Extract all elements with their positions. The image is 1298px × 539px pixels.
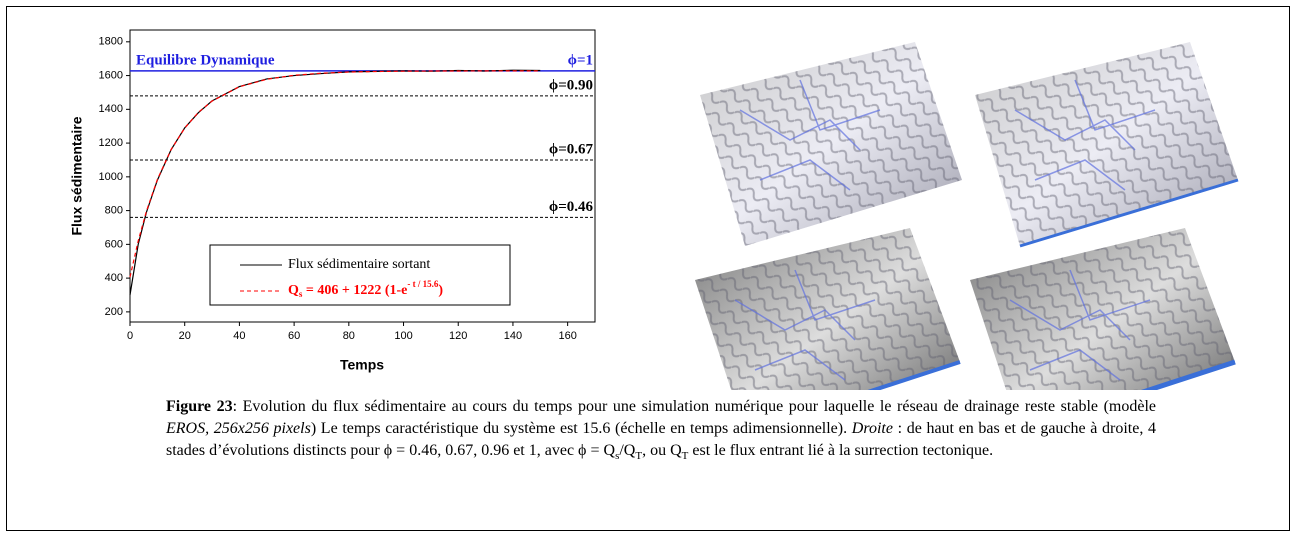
legend-label-part: - t / 15.6 <box>407 279 438 289</box>
plot-frame <box>129 29 596 323</box>
legend-label-part: Q <box>288 283 299 298</box>
y-tick-label: 400 <box>105 272 123 284</box>
y-tick-label: 800 <box>105 205 123 217</box>
legend-label: Qs = 406 + 1222 (1-e- t / 15.6) <box>288 279 443 299</box>
caption-text: /Q <box>619 442 636 459</box>
caption-text: s <box>615 450 620 463</box>
x-tick-label: 0 <box>127 330 133 342</box>
reference-label: ϕ=0.46 <box>549 199 594 215</box>
reference-label: ϕ=0.90 <box>549 77 593 93</box>
x-tick-label: 80 <box>343 330 355 342</box>
terrain-4 <box>970 228 1236 390</box>
caption-text: Droite <box>851 420 893 437</box>
x-tick-label: 40 <box>233 330 245 342</box>
x-tick-label: 60 <box>288 330 300 342</box>
x-axis-label: Temps <box>340 357 384 373</box>
y-tick-label: 1800 <box>99 36 123 48</box>
caption-text: est le flux entrant lié à la surrection … <box>688 442 994 459</box>
figure: Flux sédimentaire Temps 2004006008001000… <box>69 29 1239 390</box>
caption-text: T <box>681 450 689 463</box>
terrain-1 <box>700 42 962 246</box>
caption-text: : Evolution du flux sédimentaire au cour… <box>232 398 1157 415</box>
caption-text: T <box>635 450 643 463</box>
caption-text: : de haut en bas et de gauche à droite, … <box>166 420 1156 459</box>
data-line <box>129 70 541 278</box>
y-tick-label: 600 <box>105 238 123 250</box>
legend-label-part: = 406 + 1222 (1-e <box>302 283 407 298</box>
x-tick-label: 120 <box>449 330 467 342</box>
x-tick-label: 140 <box>504 330 522 342</box>
x-tick-label: 20 <box>179 330 191 342</box>
x-tick-label: 160 <box>558 330 576 342</box>
caption-text: ) Le temps caractéristique du système es… <box>310 420 852 437</box>
terrain-3 <box>695 228 961 390</box>
reference-note: Equilibre Dynamique <box>136 52 275 68</box>
x-tick-label: 100 <box>394 330 412 342</box>
y-axis-label: Flux sédimentaire <box>69 116 85 235</box>
terrain-images <box>695 42 1239 390</box>
legend-label: Flux sédimentaire sortant <box>288 257 430 272</box>
y-tick-label: 1400 <box>99 103 123 115</box>
caption-text: Figure 23 <box>166 398 233 415</box>
terrain-2 <box>975 42 1239 248</box>
legend-label-part: s <box>299 289 303 299</box>
y-tick-label: 1600 <box>99 69 123 81</box>
caption-text: , ou Q <box>642 442 682 459</box>
legend-box <box>209 244 511 306</box>
figure-frame <box>6 6 1290 531</box>
y-tick-label: 1000 <box>99 171 123 183</box>
reference-label: ϕ=1 <box>568 52 593 68</box>
legend-label-part: ) <box>438 283 443 298</box>
caption: Figure 23: Evolution du flux sédimentair… <box>166 396 1156 467</box>
caption-text: EROS, 256x256 pixels <box>166 420 311 437</box>
y-tick-label: 1200 <box>99 137 123 149</box>
reference-label: ϕ=0.67 <box>549 141 594 157</box>
y-tick-label: 200 <box>105 306 123 318</box>
